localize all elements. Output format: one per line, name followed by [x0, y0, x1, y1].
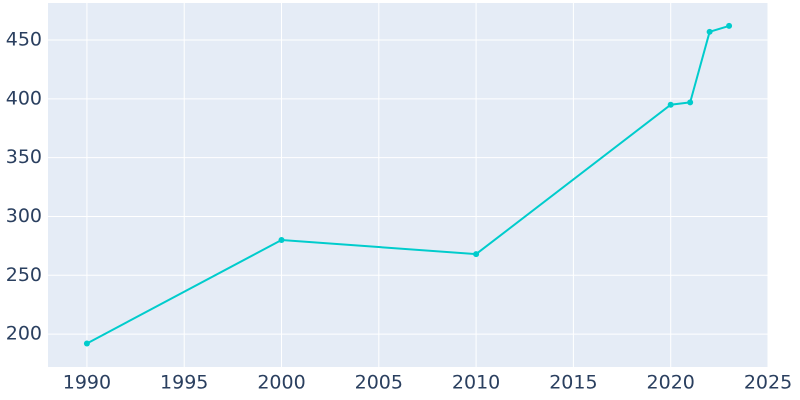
y-tick-label: 400 — [6, 87, 42, 109]
point — [726, 22, 733, 29]
x-tick-label: 1990 — [63, 372, 111, 394]
x-tick-label: 2000 — [257, 372, 305, 394]
x-tick-label: 2025 — [744, 372, 792, 394]
point — [278, 236, 285, 243]
x-tick-label: 1995 — [160, 372, 208, 394]
x-tick-label: 2010 — [452, 372, 500, 394]
point — [83, 340, 90, 347]
point — [706, 28, 713, 35]
y-tick-label: 450 — [6, 29, 42, 51]
y-tick-label: 300 — [6, 205, 42, 227]
point — [687, 99, 694, 106]
plot-area — [48, 3, 768, 367]
point — [473, 251, 480, 258]
point — [667, 101, 674, 108]
x-tick-label: 2005 — [355, 372, 403, 394]
x-tick-label: 2020 — [647, 372, 695, 394]
y-tick-label: 250 — [6, 264, 42, 286]
y-tick-label: 200 — [6, 323, 42, 345]
x-tick-label: 2015 — [549, 372, 597, 394]
y-tick-label: 350 — [6, 146, 42, 168]
